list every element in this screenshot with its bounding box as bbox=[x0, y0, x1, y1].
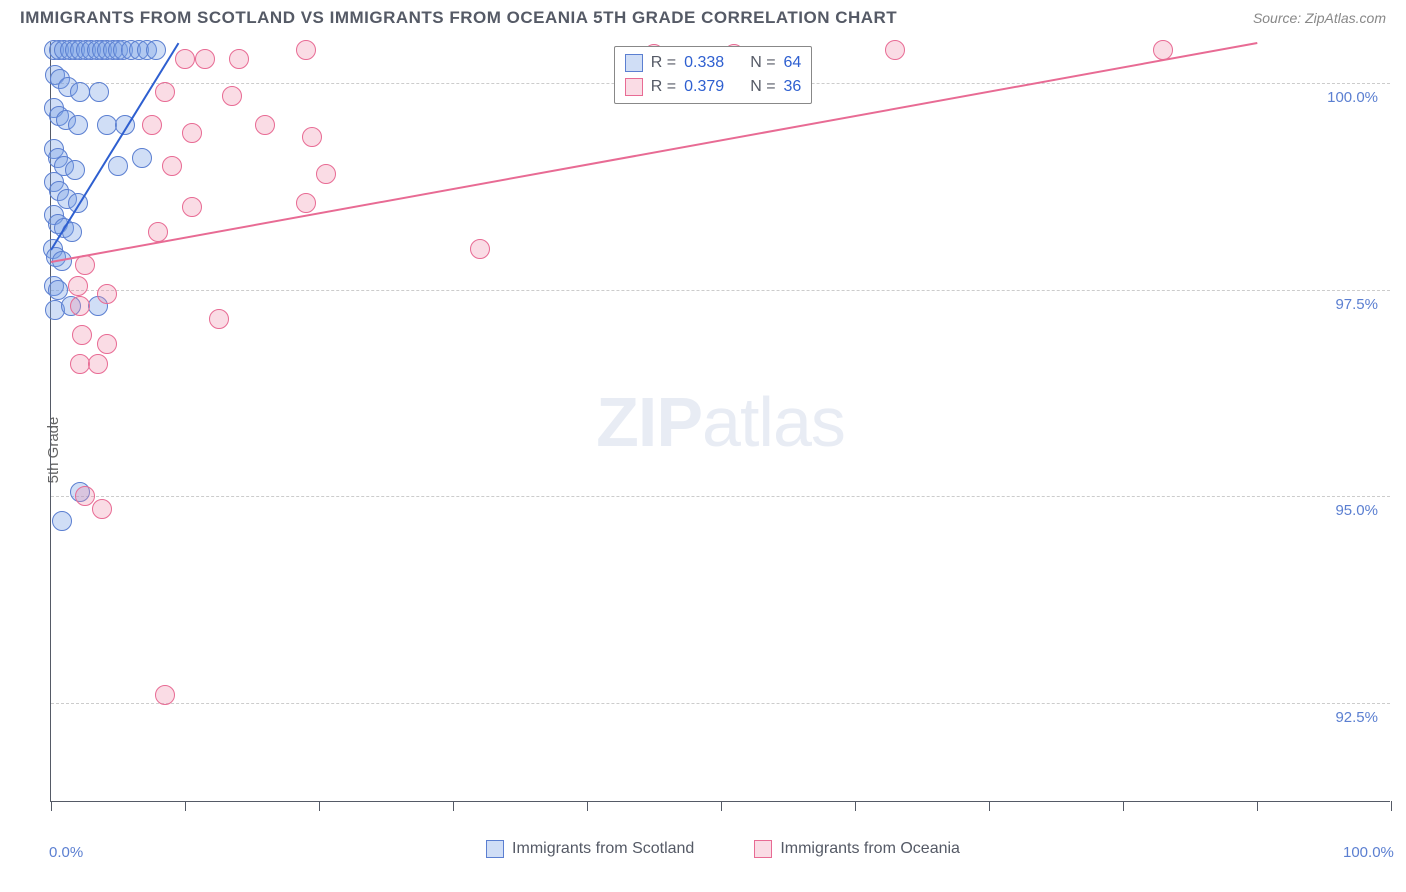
legend-swatch bbox=[486, 840, 504, 858]
data-point bbox=[75, 486, 95, 506]
x-tick bbox=[989, 801, 990, 811]
data-point bbox=[65, 160, 85, 180]
x-tick bbox=[51, 801, 52, 811]
data-point bbox=[132, 148, 152, 168]
legend-r-value: 0.338 bbox=[684, 51, 724, 75]
legend-r-value: 0.379 bbox=[684, 75, 724, 99]
data-point bbox=[155, 82, 175, 102]
scatter-plot: ZIPatlas 92.5%95.0%97.5%100.0%0.0%100.0%… bbox=[50, 42, 1390, 802]
legend-n-value: 36 bbox=[784, 75, 802, 99]
y-tick-label: 95.0% bbox=[1335, 502, 1378, 519]
legend-bottom-label: Immigrants from Oceania bbox=[780, 840, 960, 858]
legend-swatch bbox=[625, 78, 643, 96]
data-point bbox=[222, 86, 242, 106]
x-tick bbox=[453, 801, 454, 811]
data-point bbox=[209, 309, 229, 329]
x-tick bbox=[1391, 801, 1392, 811]
data-point bbox=[182, 197, 202, 217]
data-point bbox=[97, 334, 117, 354]
legend-rn-row: R = 0.338 N = 64 bbox=[625, 51, 802, 75]
x-tick bbox=[1257, 801, 1258, 811]
watermark: ZIPatlas bbox=[596, 382, 845, 462]
legend-bottom-item: Immigrants from Scotland bbox=[486, 840, 694, 858]
data-point bbox=[70, 296, 90, 316]
data-point bbox=[52, 511, 72, 531]
legend-swatch bbox=[754, 840, 772, 858]
chart-header: IMMIGRANTS FROM SCOTLAND VS IMMIGRANTS F… bbox=[0, 0, 1406, 32]
data-point bbox=[68, 276, 88, 296]
data-point bbox=[302, 127, 322, 147]
chart-title: IMMIGRANTS FROM SCOTLAND VS IMMIGRANTS F… bbox=[20, 8, 897, 28]
data-point bbox=[162, 156, 182, 176]
data-point bbox=[296, 40, 316, 60]
y-tick-label: 92.5% bbox=[1335, 709, 1378, 726]
data-point bbox=[146, 40, 166, 60]
legend-n-label: N = bbox=[750, 75, 775, 99]
legend-bottom: Immigrants from Scotland Immigrants from … bbox=[50, 840, 1396, 858]
data-point bbox=[316, 164, 336, 184]
legend-rn-row: R = 0.379 N = 36 bbox=[625, 75, 802, 99]
gridline bbox=[51, 290, 1390, 291]
data-point bbox=[89, 82, 109, 102]
data-point bbox=[885, 40, 905, 60]
legend-r-label: R = bbox=[651, 51, 676, 75]
chart-wrap: 5th Grade ZIPatlas 92.5%95.0%97.5%100.0%… bbox=[50, 42, 1396, 858]
data-point bbox=[229, 49, 249, 69]
y-tick-label: 100.0% bbox=[1327, 89, 1378, 106]
data-point bbox=[108, 156, 128, 176]
gridline bbox=[51, 703, 1390, 704]
data-point bbox=[296, 193, 316, 213]
x-tick-label: 0.0% bbox=[49, 844, 83, 861]
legend-bottom-label: Immigrants from Scotland bbox=[512, 840, 694, 858]
x-tick bbox=[721, 801, 722, 811]
data-point bbox=[175, 49, 195, 69]
data-point bbox=[68, 115, 88, 135]
data-point bbox=[182, 123, 202, 143]
x-tick bbox=[855, 801, 856, 811]
legend-bottom-item: Immigrants from Oceania bbox=[754, 840, 960, 858]
data-point bbox=[155, 685, 175, 705]
data-point bbox=[88, 354, 108, 374]
legend-swatch bbox=[625, 54, 643, 72]
x-tick bbox=[319, 801, 320, 811]
x-tick-label: 100.0% bbox=[1343, 844, 1394, 861]
data-point bbox=[255, 115, 275, 135]
data-point bbox=[72, 325, 92, 345]
legend-n-label: N = bbox=[750, 51, 775, 75]
watermark-rest: atlas bbox=[702, 383, 845, 461]
legend-n-value: 64 bbox=[784, 51, 802, 75]
x-tick bbox=[185, 801, 186, 811]
legend-r-label: R = bbox=[651, 75, 676, 99]
gridline bbox=[51, 496, 1390, 497]
data-point bbox=[70, 82, 90, 102]
watermark-bold: ZIP bbox=[596, 383, 702, 461]
trend-line bbox=[50, 42, 179, 250]
data-point bbox=[142, 115, 162, 135]
legend-rn-box: R = 0.338 N = 64 R = 0.379 N = 36 bbox=[614, 46, 813, 104]
data-point bbox=[470, 239, 490, 259]
source-label: Source: ZipAtlas.com bbox=[1253, 10, 1386, 26]
data-point bbox=[92, 499, 112, 519]
data-point bbox=[195, 49, 215, 69]
data-point bbox=[148, 222, 168, 242]
x-tick bbox=[587, 801, 588, 811]
data-point bbox=[97, 284, 117, 304]
data-point bbox=[48, 280, 68, 300]
y-tick-label: 97.5% bbox=[1335, 296, 1378, 313]
x-tick bbox=[1123, 801, 1124, 811]
